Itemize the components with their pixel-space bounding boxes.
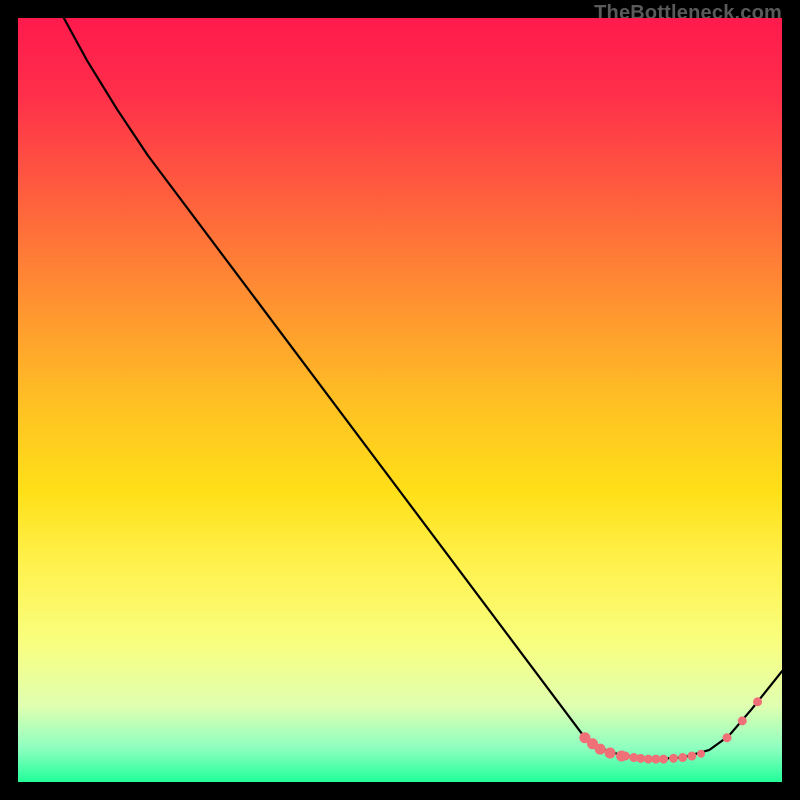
marker-point — [605, 748, 615, 758]
plot-svg — [18, 18, 782, 782]
marker-point — [670, 754, 678, 762]
chart-container: TheBottleneck.com — [0, 0, 800, 800]
marker-point — [637, 754, 645, 762]
marker-point — [723, 734, 731, 742]
marker-point — [679, 754, 687, 762]
marker-point — [652, 755, 660, 763]
marker-point — [621, 752, 629, 760]
marker-point — [644, 755, 652, 763]
marker-point — [754, 698, 762, 706]
marker-point — [698, 750, 705, 757]
marker-point — [595, 744, 605, 754]
marker-point — [738, 717, 746, 725]
marker-point — [660, 755, 668, 763]
marker-point — [688, 752, 696, 760]
